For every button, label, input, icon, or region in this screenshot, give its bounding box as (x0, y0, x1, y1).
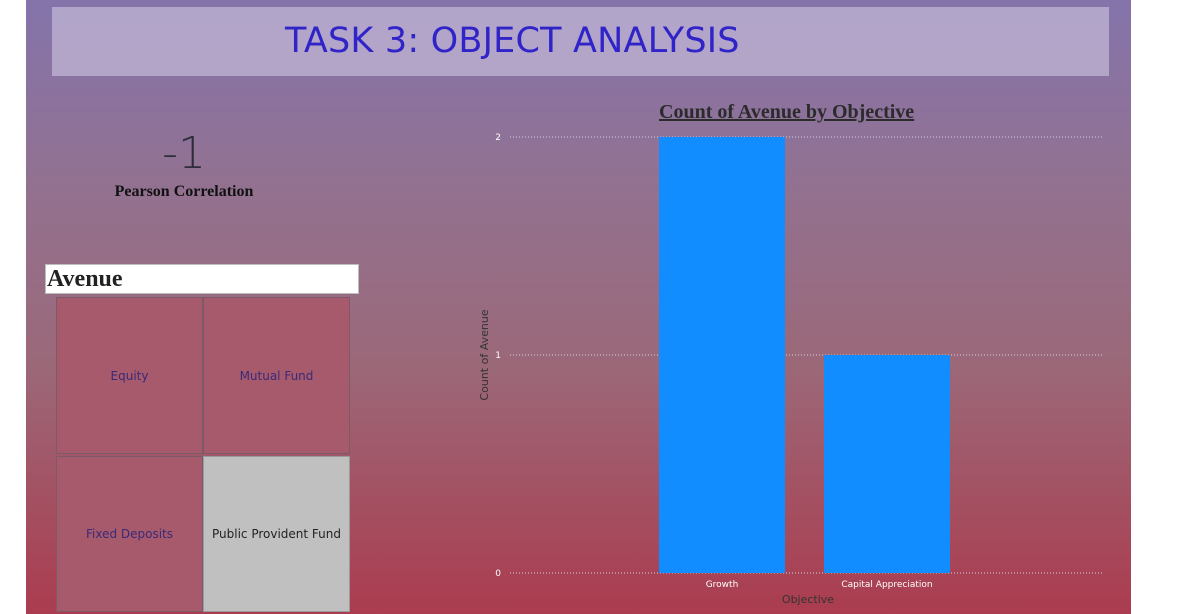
kpi-card-label: Pearson Correlation (114, 183, 254, 200)
slicer-tile-label: Mutual Fund (239, 368, 314, 383)
slicer-tile-mutual-fund[interactable]: Mutual Fund (203, 297, 350, 454)
slicer-tile-equity[interactable]: Equity (56, 297, 203, 454)
slicer-tile-label: Fixed Deposits (85, 527, 174, 541)
y-axis-title: Count of Avenue (478, 309, 491, 400)
y-tick-label: 2 (495, 133, 501, 143)
bar-capital-appreciation[interactable] (824, 355, 950, 573)
slicer-header: Avenue (45, 264, 359, 294)
page-title: TASK 3: OBJECT ANALYSIS (285, 21, 740, 61)
y-tick-label: 1 (495, 351, 501, 361)
title-bar: TASK 3: OBJECT ANALYSIS (52, 7, 1109, 76)
x-tick-label: Growth (706, 580, 739, 590)
x-tick-label: Capital Appreciation (841, 580, 932, 590)
bar-chart: 0 1 2 Growth Capital Appreciation Count of A… (478, 133, 1103, 606)
kpi-card-value[interactable]: -1 (162, 128, 206, 179)
y-tick-label: 0 (495, 569, 501, 579)
slicer-tile-public-provident-fund[interactable]: Public Provident Fund (203, 456, 350, 612)
chart-title: Count of Avenue by Objective (659, 101, 915, 123)
x-axis-title: Objective (782, 593, 834, 606)
slicer-tile-label: Equity (110, 368, 149, 383)
report-canvas: TASK 3: OBJECT ANALYSIS -1 Pearson Corre… (26, 0, 1131, 614)
bar-growth[interactable] (659, 137, 785, 573)
slicer-tile-fixed-deposits[interactable]: Fixed Deposits (56, 456, 203, 612)
slicer-tile-label: Public Provident Fund (212, 527, 341, 541)
